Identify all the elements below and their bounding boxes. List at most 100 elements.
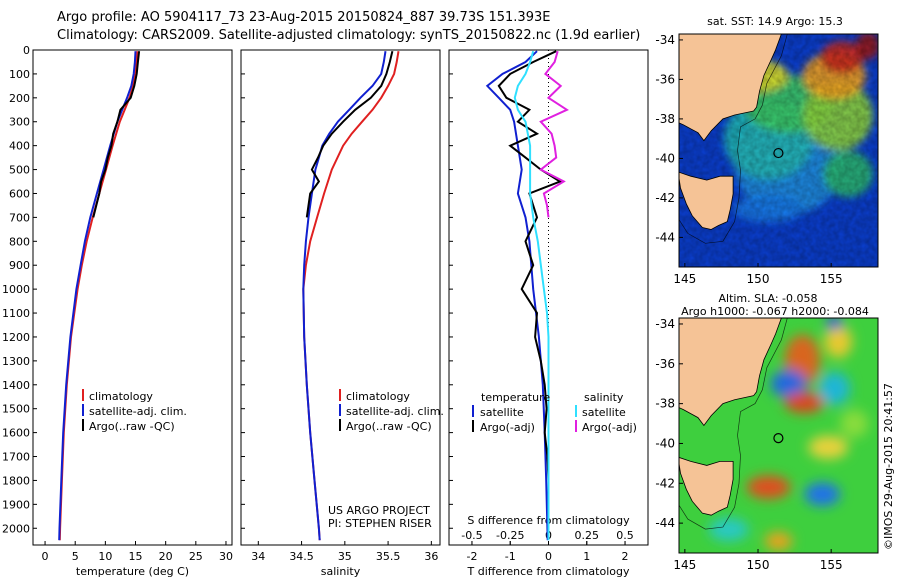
depth-tick-label: 100 (9, 68, 30, 81)
latitude-tick-label: -36 (655, 357, 675, 371)
latitude-tick-label: -34 (655, 33, 675, 47)
sdiff-tick-label: -0.5 (461, 529, 482, 542)
salinity-axis-label: salinity (321, 565, 361, 578)
salinity-tick-label: 35.5 (376, 550, 401, 563)
depth-tick-label: 0 (23, 44, 30, 57)
sdiff-tick-label: 0.5 (616, 529, 634, 542)
climatology-subtitle: Climatology: CARS2009. Satellite-adjuste… (57, 28, 641, 43)
temperature-tick-label: 0 (42, 550, 49, 563)
sdiff-tick-label: 0.25 (575, 529, 600, 542)
depth-tick-label: 1700 (2, 451, 30, 464)
profile-location-marker (773, 432, 784, 444)
salinity-panel (240, 49, 441, 546)
depth-tick-label: 2000 (2, 522, 30, 535)
sla-patch (746, 475, 791, 499)
latitude-tick-label: -36 (655, 72, 675, 86)
depth-tick-label: 1900 (2, 498, 30, 511)
sst-map-frame (678, 33, 879, 268)
latitude-tick-label: -38 (655, 397, 675, 411)
depth-tick-label: 1300 (2, 355, 30, 368)
legend-label: Argo(-adj) (582, 421, 637, 434)
sla-map-title: Altim. SLA: -0.058 (718, 292, 817, 305)
depth-tick-label: 600 (9, 187, 30, 200)
legend-label: satellite-adj. clim. (89, 405, 187, 418)
sla-blobs (708, 318, 869, 551)
sla-patch (708, 517, 749, 542)
tasmania-land (679, 171, 734, 230)
imos-credit: ©IMOS 29-Aug-2015 20:41:57 (882, 383, 895, 550)
tdiff-tick-label: 1 (583, 550, 590, 563)
latitude-tick-label: -42 (655, 476, 675, 490)
tasmania-land (679, 456, 734, 516)
mainland-land (679, 318, 782, 427)
depth-tick-label: 1000 (2, 283, 30, 296)
longitude-tick-label: 150 (747, 558, 770, 572)
legend-label: Argo(..raw -QC) (346, 420, 432, 433)
sst-map-group: 145 150 155 -34 -36 -38 -40 -42 -44 (655, 33, 879, 286)
depth-tick-label: 1800 (2, 474, 30, 487)
salinity-tick-label: 34 (251, 550, 265, 563)
difference-series-line (538, 50, 569, 218)
longitude-tick-label: 145 (673, 272, 696, 286)
latitude-tick-label: -42 (655, 191, 675, 205)
longitude-tick-label: 155 (820, 558, 843, 572)
tdiff-tick-label: -1 (505, 550, 516, 563)
longitude-tick-label: 155 (820, 272, 843, 286)
sla-map-group: 145 150 155 -34 -36 -38 -40 -42 -44 (655, 317, 879, 572)
tdiff-tick-label: -2 (466, 550, 477, 563)
salinity-series-line (302, 51, 387, 541)
temperature-tick-label: 20 (159, 550, 173, 563)
legend-title-temperature: temperature (481, 391, 550, 404)
latitude-tick-label: -44 (655, 516, 675, 530)
temperature-series-line (92, 51, 141, 218)
legend-label: satellite (480, 406, 524, 419)
longitude-tick-label: 150 (747, 272, 770, 286)
depth-tick-label: 800 (9, 235, 30, 248)
sla-patch (824, 325, 853, 358)
legend-label: satellite (582, 406, 626, 419)
temperature-tick-label: 25 (189, 550, 203, 563)
sla-map-frame (678, 317, 879, 554)
depth-tick-label: 700 (9, 211, 30, 224)
legend-label: Argo(-adj) (480, 421, 535, 434)
pi-label: PI: STEPHEN RISER (328, 517, 432, 530)
sla-patch (764, 531, 793, 551)
difference-series-line (513, 50, 550, 541)
sla-map-subtitle: Argo h1000: -0.067 h2000: -0.084 (681, 305, 869, 318)
temperature-tick-label: 5 (72, 550, 79, 563)
depth-tick-label: 200 (9, 92, 30, 105)
depth-tick-label: 1100 (2, 307, 30, 320)
salinity-tick-label: 36 (424, 550, 438, 563)
sla-patch (784, 392, 825, 414)
depth-tick-label: 300 (9, 116, 30, 129)
depth-tick-label: 1200 (2, 331, 30, 344)
depth-tick-label: 1600 (2, 427, 30, 440)
shelf-contour (679, 318, 788, 530)
salinity-series-line (305, 50, 394, 218)
depth-tick-label: 1400 (2, 379, 30, 392)
depth-tick-label: 400 (9, 140, 30, 153)
legend-label: climatology (346, 390, 410, 403)
latitude-tick-label: -40 (655, 151, 675, 165)
legend-label: climatology (89, 390, 153, 403)
depth-tick-label: 500 (9, 164, 30, 177)
temperature-tick-label: 15 (129, 550, 143, 563)
sla-patch (840, 409, 869, 438)
depth-tick-label: 900 (9, 259, 30, 272)
sla-patch (804, 482, 841, 506)
temperature-axis-label: temperature (deg C) (76, 565, 189, 578)
legend-label: satellite-adj. clim. (346, 405, 444, 418)
temperature-series-line (58, 51, 137, 541)
salinity-tick-label: 35 (338, 550, 352, 563)
shelf-contour (679, 34, 788, 244)
salinity-tick-label: 34.5 (289, 550, 314, 563)
sst-field (679, 34, 878, 267)
latitude-tick-label: -40 (655, 436, 675, 450)
temperature-tick-label: 10 (98, 550, 112, 563)
latitude-tick-label: -38 (655, 112, 675, 126)
sla-patch (826, 318, 843, 330)
sst-map-title: sat. SST: 14.9 Argo: 15.3 (707, 15, 843, 28)
mainland-land (679, 34, 782, 142)
profile-title: Argo profile: AO 5904117_73 23-Aug-2015 … (57, 10, 551, 25)
